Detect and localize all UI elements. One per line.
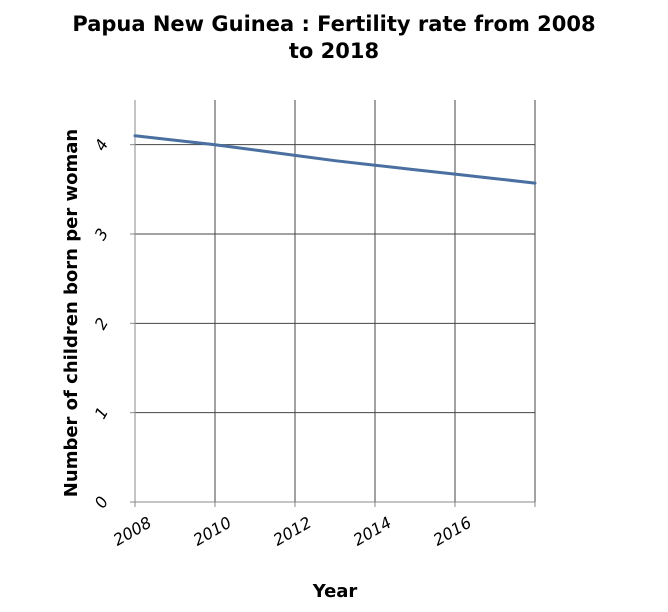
y-tick-label-3: 3 bbox=[91, 225, 113, 243]
y-tick-label-0: 0 bbox=[91, 493, 113, 511]
y-axis-label: Number of children born per woman bbox=[61, 129, 82, 497]
x-tick-label-4: 2016 bbox=[430, 513, 475, 550]
x-tick-label-2: 2012 bbox=[270, 513, 315, 550]
x-axis-label: Year bbox=[312, 581, 358, 602]
x-tick-label-1: 2010 bbox=[190, 513, 235, 550]
tick-label-layer: 2008 2010 2012 2014 2016 0 1 2 3 4 bbox=[91, 136, 475, 550]
axis-layer bbox=[130, 100, 536, 507]
chart-title-line-1: Papua New Guinea : Fertility rate from 2… bbox=[72, 12, 595, 36]
series-line-0 bbox=[133, 134, 537, 185]
y-tick-label-4: 4 bbox=[91, 136, 113, 154]
chart-title-line-2: to 2018 bbox=[289, 39, 379, 63]
y-tick-label-1: 1 bbox=[91, 404, 113, 422]
series-layer bbox=[133, 134, 537, 185]
grid-layer bbox=[134, 100, 536, 502]
y-tick-label-2: 2 bbox=[91, 314, 113, 332]
x-tick-label-3: 2014 bbox=[350, 513, 395, 550]
x-tick-label-0: 2008 bbox=[110, 513, 155, 550]
